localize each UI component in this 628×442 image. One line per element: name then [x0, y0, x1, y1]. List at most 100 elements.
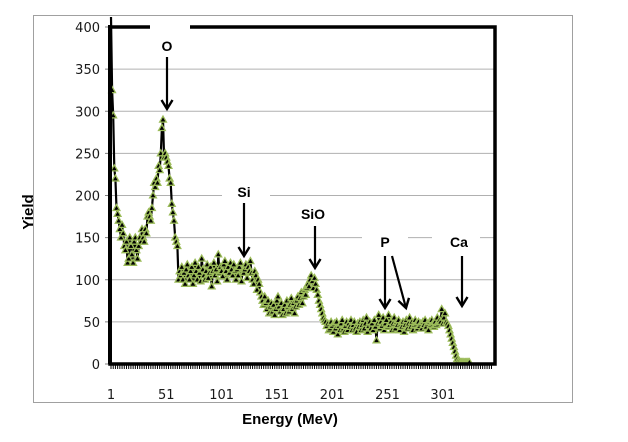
- label-mask: [432, 236, 480, 248]
- data-point: [437, 304, 447, 313]
- data-point: [245, 256, 255, 265]
- data-point: [272, 295, 282, 304]
- data-point: [113, 209, 123, 218]
- annotation-label: Si: [237, 184, 250, 200]
- data-point: [286, 293, 296, 302]
- data-point: [440, 308, 450, 317]
- chart-area-frame: [33, 15, 573, 403]
- data-point: [118, 228, 128, 237]
- data-point: [120, 245, 130, 254]
- data-point: [167, 198, 177, 207]
- x-tick-label: 151: [265, 388, 290, 403]
- y-tick-label: 50: [83, 316, 100, 331]
- y-tick-label: 100: [75, 274, 100, 289]
- data-point: [166, 177, 176, 186]
- data-point: [188, 279, 198, 288]
- data-point: [203, 273, 213, 282]
- data-point: [249, 279, 259, 288]
- series-yield: [107, 16, 474, 366]
- data-point: [190, 257, 200, 266]
- data-point: [229, 259, 239, 268]
- data-point: [197, 253, 207, 262]
- y-tick-label: 250: [75, 147, 100, 162]
- data-point: [234, 262, 244, 271]
- x-tick-label: 51: [158, 388, 175, 403]
- data-point: [309, 273, 320, 282]
- data-point: [337, 315, 347, 324]
- data-point: [371, 335, 382, 344]
- data-point: [369, 315, 379, 324]
- data-point: [228, 270, 238, 279]
- data-point: [361, 312, 372, 321]
- arrow-head-icon: [308, 258, 322, 271]
- data-point: [374, 310, 384, 319]
- data-point: [304, 281, 314, 290]
- data-point: [139, 236, 149, 245]
- data-point: [150, 182, 160, 191]
- data-point: [213, 249, 223, 258]
- data-point: [131, 245, 141, 254]
- y-axis-title: Yield: [20, 194, 37, 229]
- data-point: [155, 165, 165, 174]
- data-point: [186, 266, 196, 275]
- data-point: [218, 271, 228, 280]
- y-axis-ticks: 0 50 100 150 200 250 300 350 400: [75, 21, 110, 373]
- y-tick-label: 0: [92, 358, 100, 373]
- data-point: [129, 236, 139, 245]
- data-point: [114, 215, 124, 224]
- data-point: [207, 281, 217, 290]
- data-point: [111, 203, 122, 212]
- data-point: [222, 274, 232, 283]
- data-point: [301, 289, 311, 298]
- data-point: [273, 291, 283, 300]
- label-mask: [222, 186, 270, 200]
- y-tick-label: 150: [75, 232, 100, 247]
- data-point: [158, 114, 168, 123]
- data-point: [235, 257, 245, 266]
- label-mask: [362, 236, 408, 248]
- arrow-head-icon: [378, 298, 392, 311]
- data-point: [254, 279, 264, 288]
- data-point: [152, 177, 163, 186]
- data-point: [220, 256, 230, 265]
- data-point: [311, 279, 321, 288]
- x-tick-label: 1: [107, 388, 115, 403]
- annotation-arrow: [390, 255, 408, 309]
- data-point: [260, 291, 270, 300]
- data-point: [290, 308, 300, 317]
- data-point: [157, 123, 167, 132]
- label-mask: [150, 22, 190, 32]
- x-axis-title: Energy (MeV): [242, 411, 338, 428]
- arrow-head-icon: [160, 99, 174, 112]
- y-tick-label: 300: [75, 105, 100, 120]
- data-point: [297, 298, 307, 307]
- x-tick-label: 301: [430, 388, 455, 403]
- data-point: [212, 276, 222, 285]
- data-point: [117, 220, 127, 229]
- data-point: [169, 215, 179, 224]
- data-point: [242, 273, 252, 282]
- x-tick-label: 201: [320, 388, 345, 403]
- data-point: [126, 241, 136, 250]
- data-point: [134, 241, 144, 250]
- data-point: [146, 215, 156, 224]
- annotation-label: Ca: [450, 234, 468, 250]
- data-point: [193, 262, 203, 271]
- data-point: [163, 161, 174, 170]
- arrow-head-icon: [237, 246, 251, 259]
- data-point: [110, 173, 120, 182]
- data-point: [209, 257, 219, 266]
- y-tick-label: 350: [75, 63, 100, 78]
- data-point: [172, 241, 182, 250]
- data-point: [182, 259, 192, 268]
- arrow-head-icon: [397, 297, 411, 311]
- data-point: [381, 315, 391, 324]
- x-tick-label: 101: [209, 388, 234, 403]
- data-point: [148, 190, 158, 199]
- arrow-head-icon: [455, 296, 469, 309]
- data-point: [123, 257, 133, 266]
- data-point: [184, 274, 195, 283]
- data-point: [128, 257, 138, 266]
- annotations: O Si SiO P Ca: [160, 38, 469, 311]
